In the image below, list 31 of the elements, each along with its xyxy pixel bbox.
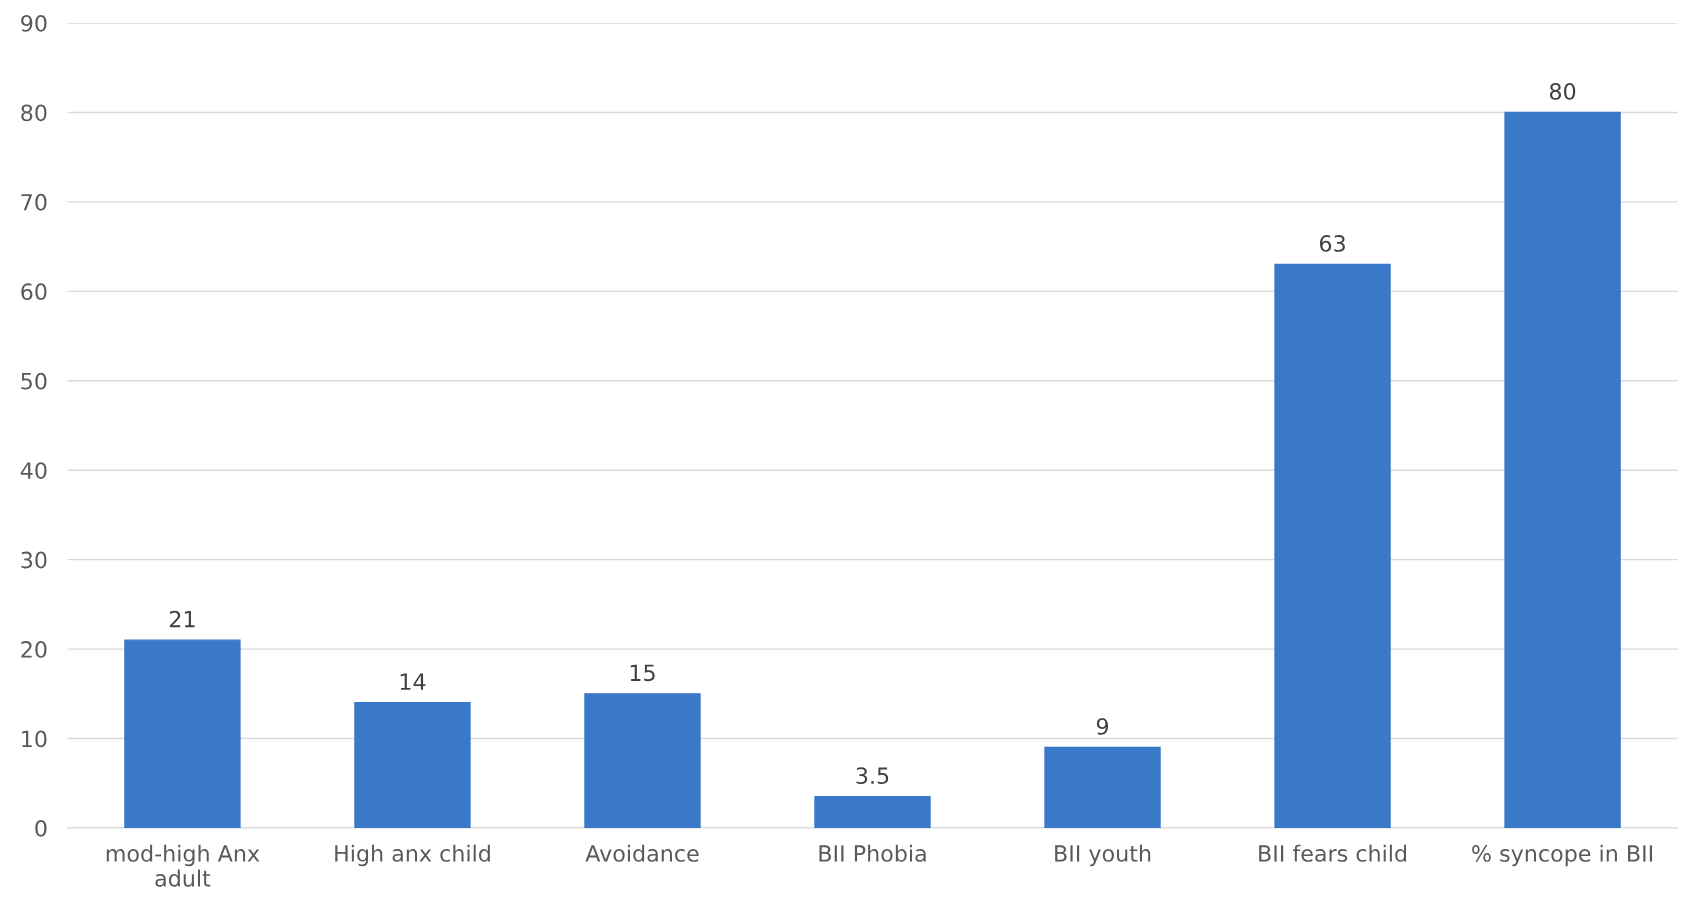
y-tick-label: 10 [22,730,47,748]
bar [1274,263,1391,828]
y-tick-label: 20 [21,641,47,658]
data-label: 15 [630,664,655,682]
y-tick-label: 80 [21,104,47,122]
bar [1504,111,1621,828]
x-tick-label: mod-high Anx adult [106,844,260,887]
y-tick-label: 50 [21,372,47,390]
bar [584,693,701,828]
y-tick-label: 90 [21,14,47,32]
y-tick-label: 30 [21,551,47,569]
data-label: 9 [1096,718,1109,735]
x-tick-label: % syncope in BII [1472,844,1653,867]
bar [1044,746,1161,828]
y-tick-label: 40 [20,462,47,479]
x-tick-label: BII Phobia [819,844,926,862]
y-tick-label: 60 [21,283,47,301]
x-tick-label: BII fears child [1259,844,1407,862]
x-tick-label: BII youth [1055,844,1151,867]
y-tick-label: 0 [35,819,47,837]
data-label: 63 [1319,235,1345,252]
bar [354,702,471,828]
data-label: 21 [169,610,195,628]
x-tick-label: Avoidance [585,844,699,862]
y-tick-label: 70 [21,193,47,211]
data-label: 3.5 [856,767,889,785]
data-label: 14 [400,673,426,690]
data-label: 80 [1549,83,1576,100]
bar [124,639,241,828]
bar [814,795,931,828]
x-tick-label: High anx child [335,844,490,867]
